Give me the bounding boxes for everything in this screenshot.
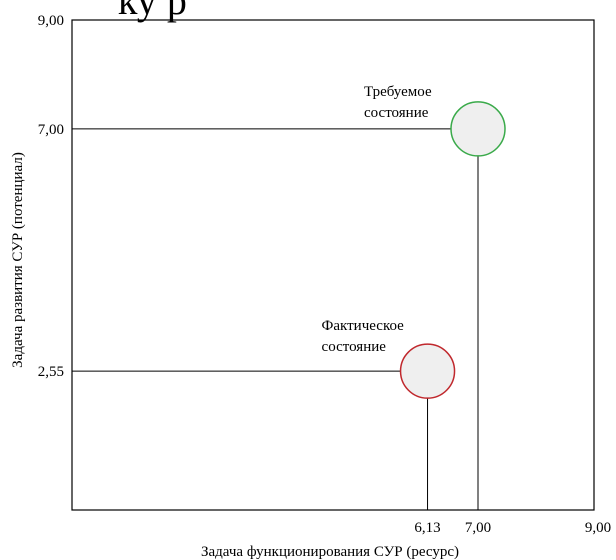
point-label-line1-0: Фактическое: [322, 318, 405, 334]
bubble-1: [450, 101, 506, 157]
x-tick-label-1: 7,00: [465, 520, 491, 536]
y-tick-label-1: 7,00: [38, 122, 64, 138]
y-tick-label-0: 2,55: [38, 364, 64, 380]
x-tick-label-2: 9,00: [585, 520, 611, 536]
point-label-line1-1: Требуемое: [364, 84, 432, 100]
point-label-line2-1: состояние: [364, 105, 429, 121]
x-axis-title: Задача функционирования СУР (ресурс): [201, 544, 459, 560]
y-tick-label-2: 9,00: [38, 13, 64, 29]
reference-lines: [72, 128, 479, 510]
plot-area: [71, 19, 595, 511]
y-axis-ticks: 2,55 7,00 9,00: [38, 13, 64, 380]
x-tick-label-0: 6,13: [414, 520, 440, 536]
bubble-0: [399, 343, 456, 399]
annotations: Фактическое состояние Требуемое состояние: [322, 84, 432, 355]
chart-title-partial: ку р: [118, 0, 187, 23]
x-axis-ticks: 6,13 7,00 9,00: [414, 520, 611, 536]
y-axis-title: Задача развития СУР (потенциал): [10, 152, 26, 368]
bubbles: [399, 101, 506, 399]
point-label-line2-0: состояние: [322, 339, 387, 355]
